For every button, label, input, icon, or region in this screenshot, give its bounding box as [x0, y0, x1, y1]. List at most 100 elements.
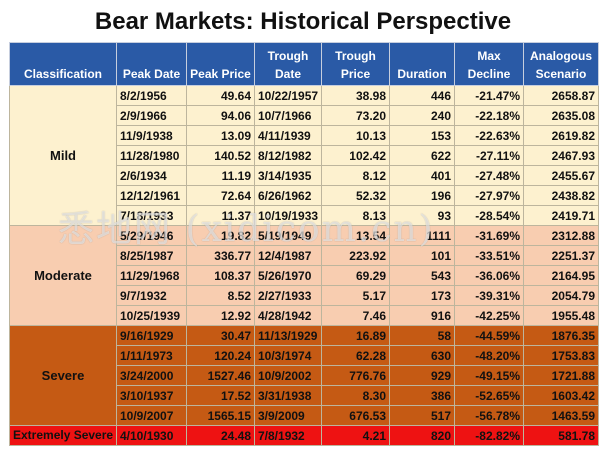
- trough-price-cell: 7.46: [321, 305, 390, 326]
- max-decline-cell: -48.20%: [454, 345, 524, 366]
- header-duration: Duration: [389, 42, 455, 86]
- table-row: 2/9/1966 94.06 10/7/1966 73.20 240 -22.18% 263…: [10, 105, 599, 126]
- peak-date-cell: 8/25/1987: [116, 245, 187, 266]
- table-row: Extremely Severe 4/10/1930 24.48 7/8/1932 4.…: [9, 425, 599, 446]
- analogous-scenario-cell: 2455.67: [523, 165, 599, 186]
- trough-date-cell: 5/26/1970: [254, 265, 322, 286]
- trough-date-cell: 3/31/1938: [254, 385, 322, 406]
- analogous-scenario-cell: 2419.71: [523, 205, 599, 226]
- analogous-scenario-cell: 2438.82: [523, 185, 599, 206]
- max-decline-cell: -33.51%: [454, 245, 524, 266]
- trough-date-cell: 10/3/1974: [254, 345, 322, 366]
- peak-date-cell: 9/16/1929: [116, 325, 187, 346]
- peak-date-cell: 11/28/1980: [116, 145, 187, 166]
- classification-cell: Moderate: [9, 225, 117, 326]
- peak-price-cell: 24.48: [186, 425, 255, 446]
- trough-date-cell: 3/9/2009: [254, 405, 322, 426]
- analogous-scenario-cell: 2164.95: [523, 265, 599, 286]
- header-peak-date: Peak Date: [116, 42, 187, 86]
- peak-date-cell: 7/18/1933: [116, 205, 187, 226]
- max-decline-cell: -39.31%: [454, 285, 524, 306]
- trough-price-cell: 223.92: [321, 245, 390, 266]
- peak-price-cell: 8.52: [186, 285, 255, 306]
- classification-cell: Extremely Severe: [9, 425, 117, 446]
- peak-date-cell: 2/9/1966: [116, 105, 187, 126]
- peak-date-cell: 10/9/2007: [116, 405, 187, 426]
- peak-date-cell: 11/9/1938: [116, 125, 187, 146]
- analogous-scenario-cell: 1876.35: [523, 325, 599, 346]
- trough-price-cell: 69.29: [321, 265, 390, 286]
- table-row: 11/29/1968 108.37 5/26/1970 69.29 543 -36.06%…: [10, 265, 599, 286]
- trough-price-cell: 676.53: [321, 405, 390, 426]
- trough-date-cell: 3/14/1935: [254, 165, 322, 186]
- peak-date-cell: 10/25/1939: [116, 305, 187, 326]
- max-decline-cell: -27.97%: [454, 185, 524, 206]
- peak-date-cell: 2/6/1934: [116, 165, 187, 186]
- duration-cell: 1111: [389, 225, 455, 246]
- analogous-scenario-cell: 2054.79: [523, 285, 599, 306]
- duration-cell: 820: [389, 425, 455, 446]
- max-decline-cell: -49.15%: [454, 365, 524, 386]
- duration-cell: 446: [389, 85, 455, 106]
- peak-date-cell: 9/7/1932: [116, 285, 187, 306]
- trough-price-cell: 776.76: [321, 365, 390, 386]
- trough-date-cell: 2/27/1933: [254, 285, 322, 306]
- duration-cell: 543: [389, 265, 455, 286]
- max-decline-cell: -21.47%: [454, 85, 524, 106]
- peak-date-cell: 3/24/2000: [116, 365, 187, 386]
- table-row: 2/6/1934 11.19 3/14/1935 8.12 401 -27.48% 2455…: [10, 165, 599, 186]
- duration-cell: 240: [389, 105, 455, 126]
- analogous-scenario-cell: 2251.37: [523, 245, 599, 266]
- table-row: 10/9/2007 1565.15 3/9/2009 676.53 517 -56.78%…: [10, 405, 599, 426]
- trough-price-cell: 8.13: [321, 205, 390, 226]
- trough-date-cell: 10/7/1966: [254, 105, 322, 126]
- trough-date-cell: 8/12/1982: [254, 145, 322, 166]
- trough-date-cell: 11/13/1929: [254, 325, 322, 346]
- header-row: Classification Peak Date Peak Price Trou…: [9, 42, 599, 86]
- max-decline-cell: -27.11%: [454, 145, 524, 166]
- peak-price-cell: 140.52: [186, 145, 255, 166]
- max-decline-cell: -82.82%: [454, 425, 524, 446]
- trough-date-cell: 12/4/1987: [254, 245, 322, 266]
- max-decline-cell: -36.06%: [454, 265, 524, 286]
- trough-price-cell: 10.13: [321, 125, 390, 146]
- peak-price-cell: 11.19: [186, 165, 255, 186]
- duration-cell: 93: [389, 205, 455, 226]
- analogous-scenario-cell: 1955.48: [523, 305, 599, 326]
- peak-date-cell: 4/10/1930: [116, 425, 187, 446]
- trough-date-cell: 7/8/1932: [254, 425, 322, 446]
- max-decline-cell: -56.78%: [454, 405, 524, 426]
- peak-date-cell: 12/12/1961: [116, 185, 187, 206]
- header-trough-date: Trough Date: [254, 42, 322, 86]
- trough-price-cell: 16.89: [321, 325, 390, 346]
- table-row: 11/28/1980 140.52 8/12/1982 102.42 622 -27.11…: [10, 145, 599, 166]
- trough-date-cell: 10/9/2002: [254, 365, 322, 386]
- max-decline-cell: -42.25%: [454, 305, 524, 326]
- page-title: Bear Markets: Historical Perspective: [94, 8, 512, 35]
- trough-date-cell: 6/26/1962: [254, 185, 322, 206]
- classification-cell: Severe: [9, 325, 117, 426]
- analogous-scenario-cell: 1463.59: [523, 405, 599, 426]
- peak-price-cell: 1565.15: [186, 405, 255, 426]
- peak-price-cell: 12.92: [186, 305, 255, 326]
- trough-date-cell: 10/19/1933: [254, 205, 322, 226]
- duration-cell: 386: [389, 385, 455, 406]
- duration-cell: 630: [389, 345, 455, 366]
- header-max-decline: Max Decline: [454, 42, 524, 86]
- max-decline-cell: -44.59%: [454, 325, 524, 346]
- duration-cell: 196: [389, 185, 455, 206]
- table-row: Moderate 5/29/1946 19.82 5/19/1949 13.54 1111…: [9, 225, 599, 326]
- table-row: 7/18/1933 11.37 10/19/1933 8.13 93 -28.54% 241…: [10, 205, 599, 226]
- trough-price-cell: 5.17: [321, 285, 390, 306]
- max-decline-cell: -28.54%: [454, 205, 524, 226]
- analogous-scenario-cell: 1753.83: [523, 345, 599, 366]
- trough-price-cell: 8.12: [321, 165, 390, 186]
- trough-price-cell: 38.98: [321, 85, 390, 106]
- max-decline-cell: -22.63%: [454, 125, 524, 146]
- peak-price-cell: 108.37: [186, 265, 255, 286]
- table-row: Mild 8/2/1956 49.64 10/22/1957 38.98 446 -21.4…: [9, 85, 599, 226]
- duration-cell: 929: [389, 365, 455, 386]
- duration-cell: 622: [389, 145, 455, 166]
- max-decline-cell: -22.18%: [454, 105, 524, 126]
- analogous-scenario-cell: 2658.87: [523, 85, 599, 106]
